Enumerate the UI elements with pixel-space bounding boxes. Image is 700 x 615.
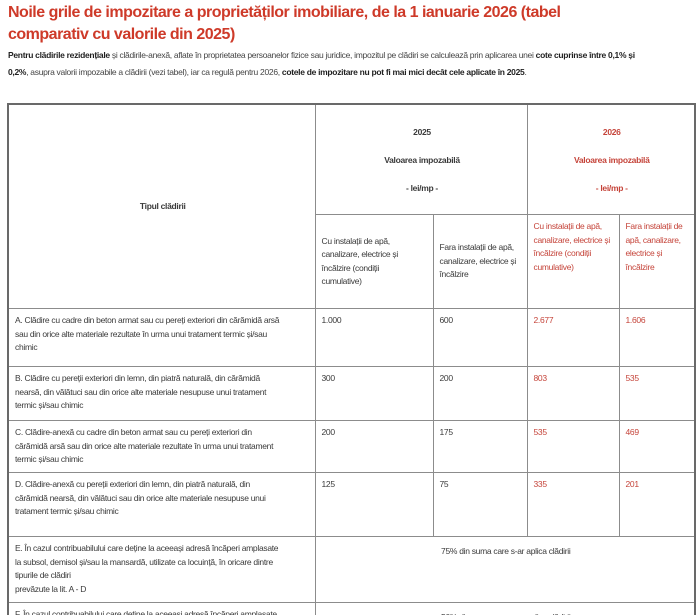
- value-2025-with-utilities: 1.000: [314, 308, 434, 367]
- building-type-cell: A. Clădire cu cadre din beton armat sau …: [7, 308, 316, 367]
- value-2025-without-utilities: 600: [432, 308, 528, 367]
- year-2025-label: 2025: [413, 127, 431, 137]
- table-row: F. În cazul contribuabilului care deține…: [7, 602, 696, 615]
- year-2025-subtitle: Valoarea impozabilă: [384, 155, 460, 165]
- intro-line: Pentru clădirile rezidențiale și clădiri…: [8, 47, 700, 64]
- year-2026-subtitle: Valoarea impozabilă: [573, 155, 650, 165]
- page-title-line-2: comparativ cu valorile din 2025): [8, 26, 235, 43]
- page-title: Noile grile de impozitare a proprietățil…: [8, 2, 700, 46]
- value-2026-with-utilities: 803: [526, 366, 620, 421]
- tax-comparison-table: Tipul clădirii 2025 Valoarea impozabilă …: [7, 103, 696, 615]
- value-2025-with-utilities: 200: [314, 420, 434, 473]
- year-2026-unit: - lei/mp -: [595, 183, 628, 193]
- intro-bold-text: cote cuprinse între 0,1% și: [535, 50, 635, 60]
- year-2026-header: 2026 Valoarea impozabilă - lei/mp -: [526, 103, 696, 215]
- table-row: C. Clădire-anexă cu cadre din beton arma…: [7, 420, 696, 473]
- subheader-2025-with-utilities: Cu instalații de apă, canalizare, electr…: [314, 214, 434, 309]
- value-2025-without-utilities: 200: [432, 366, 528, 421]
- table-row: B. Clădire cu pereții exteriori din lemn…: [7, 366, 696, 421]
- value-2026-with-utilities: 335: [526, 472, 620, 537]
- intro-text: .: [524, 67, 527, 77]
- building-type-cell: D. Clădire-anexă cu pereții exteriori di…: [7, 472, 316, 537]
- intro-bold-text: Pentru clădirile rezidențiale: [8, 50, 110, 60]
- subheader-2025-without-utilities: Fara instalații de apă, canalizare, elec…: [432, 214, 528, 309]
- building-type-cell: C. Clădire-anexă cu cadre din beton arma…: [7, 420, 316, 473]
- year-2026-label: 2026: [602, 127, 621, 137]
- building-type-header: Tipul clădirii: [7, 103, 316, 309]
- percentage-rule-cell: 50% din suma care s-ar aplica clădirii: [314, 602, 696, 615]
- table-row: E. În cazul contribuabilului care deține…: [7, 536, 696, 603]
- value-2026-without-utilities: 1.606: [618, 308, 696, 367]
- intro-text: și clădirile-anexă, aflate în proprietat…: [109, 50, 536, 60]
- value-2025-with-utilities: 125: [314, 472, 434, 537]
- value-2026-without-utilities: 535: [618, 366, 696, 421]
- intro-line: 0,2%, asupra valorii impozabile a clădir…: [8, 64, 700, 81]
- value-2026-with-utilities: 2.677: [526, 308, 620, 367]
- value-2026-without-utilities: 201: [618, 472, 696, 537]
- value-2026-with-utilities: 535: [526, 420, 620, 473]
- table-row: A. Clădire cu cadre din beton armat sau …: [7, 308, 696, 367]
- year-2025-unit: - lei/mp -: [406, 183, 438, 193]
- page-title-line-1: Noile grile de impozitare a proprietățil…: [8, 4, 561, 21]
- subheader-2026-with-utilities: Cu instalații de apă, canalizare, electr…: [526, 214, 620, 309]
- value-2025-without-utilities: 75: [432, 472, 528, 537]
- year-2025-header: 2025 Valoarea impozabilă - lei/mp -: [314, 103, 528, 215]
- value-2026-without-utilities: 469: [618, 420, 696, 473]
- intro-bold-text: 0,2%: [8, 67, 27, 77]
- intro-bold-text: cotele de impozitare nu pot fi mai mici …: [281, 67, 525, 77]
- table-row: D. Clădire-anexă cu pereții exteriori di…: [7, 472, 696, 537]
- intro-text: , asupra valorii impozabile a clădirii (…: [26, 67, 282, 77]
- subheader-2026-without-utilities: Fara instalații de apă, canalizare, elec…: [618, 214, 696, 309]
- building-type-cell: F. În cazul contribuabilului care deține…: [7, 602, 316, 615]
- value-2025-without-utilities: 175: [432, 420, 528, 473]
- building-type-cell: B. Clădire cu pereții exteriori din lemn…: [7, 366, 316, 421]
- value-2025-with-utilities: 300: [314, 366, 434, 421]
- building-type-cell: E. În cazul contribuabilului care deține…: [7, 536, 316, 603]
- percentage-rule-cell: 75% din suma care s-ar aplica clădirii: [314, 536, 696, 603]
- intro-paragraph: Pentru clădirile rezidențiale și clădiri…: [8, 47, 700, 81]
